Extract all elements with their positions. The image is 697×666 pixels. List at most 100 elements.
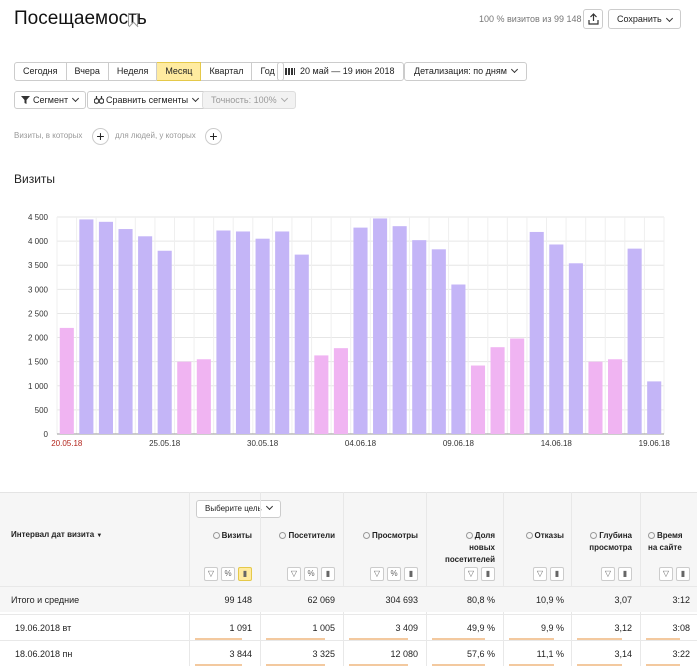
- column-header-label: Время: [657, 531, 683, 540]
- bar: [118, 229, 133, 434]
- value-bar: [646, 638, 680, 640]
- row-date: 19.06.2018 вт: [15, 623, 72, 633]
- sort-desc-icon: ▼: [96, 533, 103, 539]
- bar: [373, 218, 388, 434]
- help-icon[interactable]: [525, 532, 533, 539]
- column-header[interactable]: Отказы: [525, 530, 564, 542]
- value-bar: [509, 664, 554, 666]
- help-icon[interactable]: [648, 532, 655, 539]
- x-tick-label: 25.05.18: [149, 439, 181, 448]
- bar: [647, 381, 662, 434]
- help-icon[interactable]: [465, 532, 473, 539]
- visits-chart: 0 500 1 000 1 500 2 000 2 500 3 000 3 500 4 000 4…: [28, 213, 671, 448]
- help-icon[interactable]: [590, 532, 598, 539]
- bar: [333, 348, 348, 434]
- filter-icon[interactable]: ▽: [370, 567, 384, 581]
- period-yesterday[interactable]: Вчера: [66, 62, 109, 81]
- bar: [529, 231, 544, 434]
- column-header-label: новых: [469, 543, 495, 552]
- column-tools: ▽% ▮: [370, 567, 418, 581]
- goal-select-button[interactable]: Выберите цель: [196, 500, 281, 518]
- table-cell: 10,9 %: [535, 595, 564, 605]
- y-tick-label: 1 000: [28, 382, 49, 391]
- period-month[interactable]: Месяц: [157, 62, 202, 81]
- chart-icon[interactable]: ▮: [238, 567, 252, 581]
- column-header[interactable]: Глубина просмотра: [589, 530, 632, 554]
- chart-icon[interactable]: ▮: [550, 567, 564, 581]
- bar: [59, 327, 74, 434]
- compare-segments-button[interactable]: Сравнить сегменты: [87, 91, 207, 109]
- table-cell: 3,07: [614, 595, 632, 605]
- table-cell: 12 080: [390, 649, 418, 659]
- detail-dropdown[interactable]: Детализация: по дням: [404, 62, 527, 81]
- column-header[interactable]: Просмотры: [362, 530, 418, 542]
- export-button[interactable]: [583, 9, 603, 29]
- bar: [235, 231, 251, 434]
- value-bar: [266, 664, 325, 666]
- value-bar: [432, 664, 485, 666]
- chart-icon[interactable]: ▮: [676, 567, 690, 581]
- bar: [275, 231, 290, 434]
- chart-icon[interactable]: ▮: [404, 567, 418, 581]
- table-cell: 3 325: [312, 649, 335, 659]
- filter-icon[interactable]: ▽: [601, 567, 615, 581]
- filter-icon[interactable]: ▽: [659, 567, 673, 581]
- visits-filter-label: Визиты, в которых: [14, 131, 83, 140]
- date-range-button[interactable]: 20 май — 19 июн 2018: [277, 62, 404, 81]
- table-cell: 57,6 %: [466, 649, 495, 659]
- chevron-down-icon: [280, 94, 288, 103]
- help-icon[interactable]: [212, 532, 220, 539]
- add-visit-filter-button[interactable]: +: [92, 128, 109, 145]
- y-tick-label: 500: [35, 406, 49, 415]
- help-icon[interactable]: [362, 532, 370, 539]
- column-header[interactable]: Посетители: [279, 530, 335, 542]
- compare-icon: [94, 96, 104, 104]
- percent-icon[interactable]: %: [221, 567, 235, 581]
- table-row[interactable]: 18.06.2018 пн 3 844 3 325 12 080 57,6 % 11,1…: [0, 640, 697, 666]
- period-selector: Сегодня Вчера Неделя Месяц Квартал Год: [14, 62, 284, 81]
- save-button[interactable]: Сохранить: [608, 9, 681, 29]
- segment-button[interactable]: Сегмент: [14, 91, 87, 109]
- period-quarter[interactable]: Квартал: [201, 62, 253, 81]
- total-label: Итого и средние: [11, 595, 80, 605]
- chart-icon[interactable]: ▮: [618, 567, 632, 581]
- column-divider: [189, 492, 190, 666]
- column-header[interactable]: Визиты: [212, 530, 252, 542]
- value-bar: [577, 664, 622, 666]
- bar: [607, 359, 623, 434]
- bar: [255, 238, 270, 434]
- chevron-down-icon: [510, 65, 519, 74]
- period-year[interactable]: Год: [252, 62, 284, 81]
- chart-icon[interactable]: ▮: [321, 567, 335, 581]
- value-bar: [432, 638, 485, 640]
- filter-icon[interactable]: ▽: [287, 567, 301, 581]
- x-tick-label: 19.06.18: [639, 439, 671, 448]
- period-week[interactable]: Неделя: [108, 62, 158, 81]
- percent-icon[interactable]: %: [304, 567, 318, 581]
- bookmark-icon[interactable]: [128, 13, 138, 26]
- goal-label: Выберите цель: [205, 504, 262, 513]
- chart-icon[interactable]: ▮: [481, 567, 495, 581]
- period-today[interactable]: Сегодня: [14, 62, 67, 81]
- row-date: 18.06.2018 пн: [15, 649, 73, 659]
- help-icon[interactable]: [279, 532, 287, 539]
- column-divider: [571, 492, 572, 666]
- percent-icon[interactable]: %: [387, 567, 401, 581]
- accuracy-dropdown[interactable]: Точность: 100%: [202, 91, 296, 109]
- add-people-filter-button[interactable]: +: [205, 128, 222, 145]
- column-tools: ▽% ▮: [287, 567, 335, 581]
- filter-icon[interactable]: ▽: [533, 567, 547, 581]
- bar: [392, 226, 407, 434]
- y-tick-label: 2 000: [28, 334, 49, 343]
- calendar-icon: [285, 68, 295, 75]
- filter-icon[interactable]: ▽: [204, 567, 218, 581]
- table-cell: 1 005: [312, 623, 335, 633]
- bar: [79, 219, 94, 434]
- filter-icon[interactable]: ▽: [464, 567, 478, 581]
- column-header[interactable]: Доля новых посетителей: [445, 530, 495, 566]
- dimension-header[interactable]: Интервал дат визита ▼: [11, 530, 102, 539]
- chevron-down-icon: [72, 94, 80, 103]
- column-tools: ▽ ▮: [533, 567, 564, 581]
- column-header[interactable]: Время на сайте: [648, 530, 683, 554]
- table-row[interactable]: 19.06.2018 вт 1 091 1 005 3 409 49,9 % 9,9 %…: [0, 614, 697, 640]
